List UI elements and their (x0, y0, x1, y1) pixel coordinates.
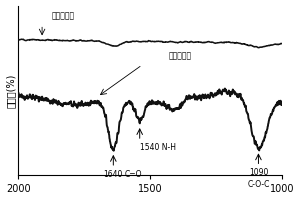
Text: 纳米线电极: 纳米线电极 (169, 52, 192, 61)
Text: 纳米线电极: 纳米线电极 (52, 11, 75, 20)
Text: 1640: 1640 (103, 170, 123, 179)
Text: 1090: 1090 (249, 168, 268, 177)
Text: 1540 N-H: 1540 N-H (140, 143, 176, 152)
Text: C=O: C=O (124, 170, 142, 179)
Text: C-O-C: C-O-C (247, 180, 270, 189)
Y-axis label: 透过率(%): 透过率(%) (6, 73, 16, 108)
